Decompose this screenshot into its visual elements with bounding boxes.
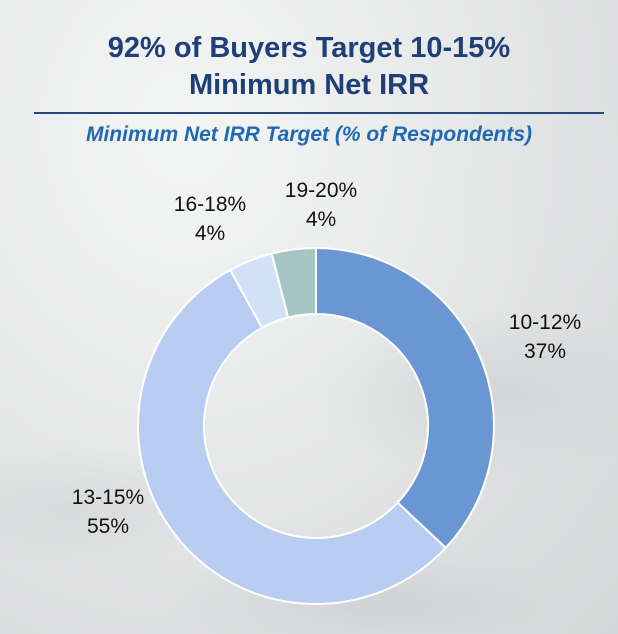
title-line-2: Minimum Net IRR	[188, 69, 430, 101]
page-title: 92% of Buyers Target 10-15% Minimum Net …	[0, 30, 618, 104]
title-line-1: 92% of Buyers Target 10-15%	[107, 32, 511, 64]
slice-labels: 10-12% 37% 13-15% 55% 16-18% 4% 19-20% 4%	[72, 179, 581, 538]
slice-category-label: 16-18%	[174, 193, 246, 216]
slice-category-label: 13-15%	[72, 486, 144, 509]
slice-19-20pct	[270, 246, 317, 319]
chart-subtitle: Minimum Net IRR Target (% of Respondents…	[85, 123, 533, 146]
slice-category-label: 19-20%	[285, 179, 357, 202]
slice-value-label: 37%	[524, 340, 566, 363]
slice-category-label: 10-12%	[509, 311, 581, 334]
slice-label-16-18pct: 16-18% 4%	[174, 193, 246, 245]
slice-13-15pct	[137, 268, 448, 605]
slice-label-13-15pct: 13-15% 55%	[72, 486, 144, 538]
slice-10-12pct	[315, 246, 495, 550]
slice-value-label: 4%	[195, 222, 225, 245]
slice-label-19-20pct: 19-20% 4%	[285, 179, 357, 231]
slice-value-label: 55%	[87, 515, 129, 538]
donut-slices	[137, 246, 495, 605]
slice-label-10-12pct: 10-12% 37%	[509, 311, 581, 363]
slice-value-label: 4%	[306, 208, 336, 231]
title-divider	[34, 112, 604, 114]
